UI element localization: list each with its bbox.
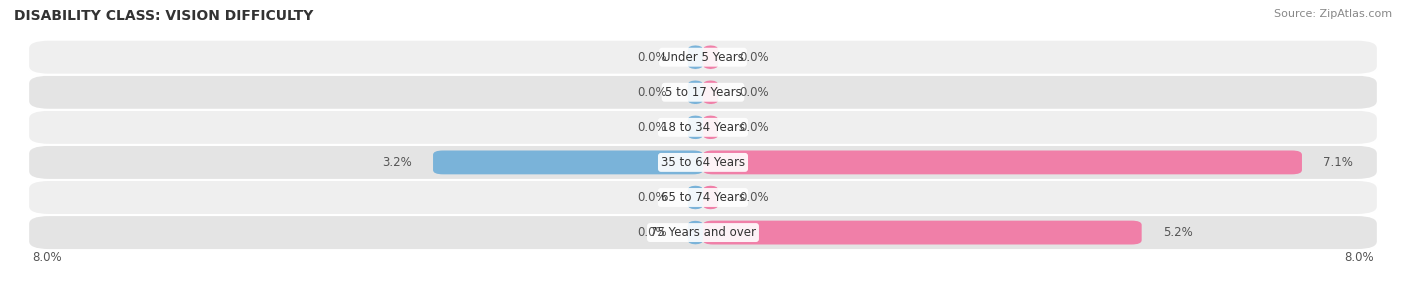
FancyBboxPatch shape [703,45,718,69]
FancyBboxPatch shape [28,145,1378,180]
FancyBboxPatch shape [28,180,1378,215]
FancyBboxPatch shape [703,150,1302,174]
FancyBboxPatch shape [703,185,718,210]
FancyBboxPatch shape [28,75,1378,110]
Text: 0.0%: 0.0% [637,86,666,99]
Text: 0.0%: 0.0% [637,51,666,64]
Text: 7.1%: 7.1% [1323,156,1353,169]
FancyBboxPatch shape [703,115,718,139]
FancyBboxPatch shape [28,215,1378,250]
FancyBboxPatch shape [703,80,718,104]
FancyBboxPatch shape [688,80,703,104]
FancyBboxPatch shape [688,221,703,245]
Text: 5.2%: 5.2% [1163,226,1192,239]
Text: 0.0%: 0.0% [637,226,666,239]
Text: 18 to 34 Years: 18 to 34 Years [661,121,745,134]
Text: 0.0%: 0.0% [637,121,666,134]
Text: 0.0%: 0.0% [637,191,666,204]
FancyBboxPatch shape [703,221,1142,245]
Text: Source: ZipAtlas.com: Source: ZipAtlas.com [1274,9,1392,19]
Text: 0.0%: 0.0% [740,121,769,134]
FancyBboxPatch shape [28,40,1378,75]
Text: 3.2%: 3.2% [382,156,412,169]
Text: 8.0%: 8.0% [32,251,62,264]
Text: 0.0%: 0.0% [740,191,769,204]
Text: 65 to 74 Years: 65 to 74 Years [661,191,745,204]
Text: 5 to 17 Years: 5 to 17 Years [665,86,741,99]
FancyBboxPatch shape [688,115,703,139]
Text: Under 5 Years: Under 5 Years [662,51,744,64]
Text: 0.0%: 0.0% [740,51,769,64]
Text: 75 Years and over: 75 Years and over [650,226,756,239]
Text: 35 to 64 Years: 35 to 64 Years [661,156,745,169]
Text: DISABILITY CLASS: VISION DIFFICULTY: DISABILITY CLASS: VISION DIFFICULTY [14,9,314,23]
FancyBboxPatch shape [688,45,703,69]
FancyBboxPatch shape [688,185,703,210]
FancyBboxPatch shape [28,110,1378,145]
Text: 8.0%: 8.0% [1344,251,1374,264]
Text: 0.0%: 0.0% [740,86,769,99]
Legend: Male, Female: Male, Female [638,302,768,305]
FancyBboxPatch shape [433,150,703,174]
